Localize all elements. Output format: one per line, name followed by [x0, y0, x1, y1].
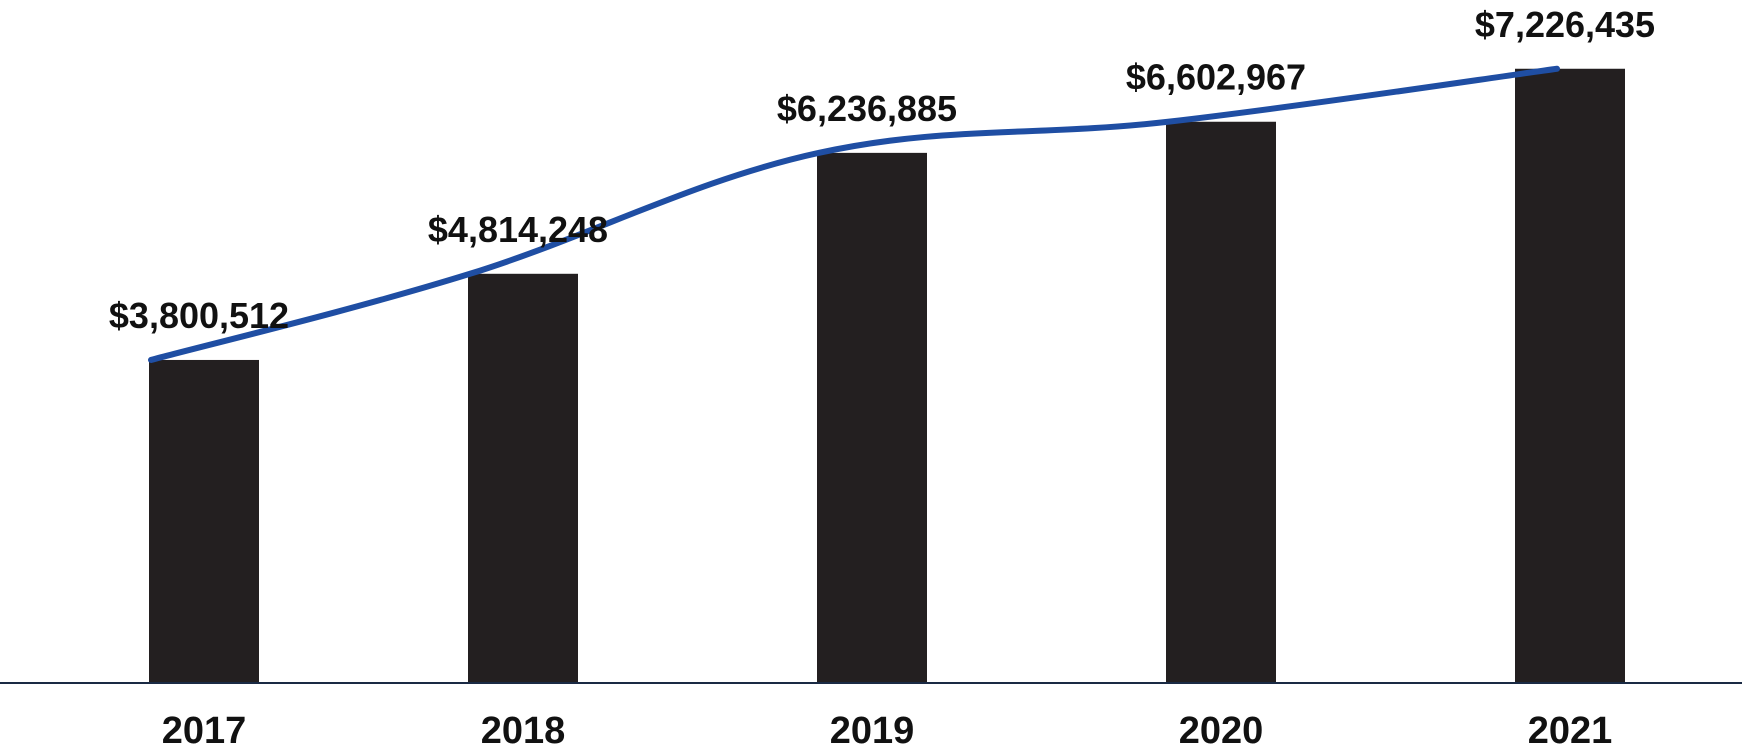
x-tick-label-2021: 2021	[1528, 710, 1613, 751]
trend-line	[148, 65, 1560, 363]
data-label-2019: $6,236,885	[777, 88, 957, 129]
x-tick-label-2020: 2020	[1179, 710, 1264, 751]
tick-labels-layer: 2017 2018 2019 2020 2021	[162, 710, 1613, 751]
data-label-2017: $3,800,512	[109, 295, 289, 336]
value-labels-layer: $3,800,512 $4,814,248 $6,236,885 $6,602,967…	[109, 4, 1655, 336]
x-tick-label-2018: 2018	[481, 710, 566, 751]
bar-2020	[1166, 121, 1276, 683]
bars-layer	[149, 68, 1625, 684]
bar-2017	[149, 359, 259, 683]
data-label-2020: $6,602,967	[1126, 57, 1306, 98]
bar-2019	[817, 152, 927, 684]
x-tick-label-2019: 2019	[830, 710, 915, 751]
data-label-2021: $7,226,435	[1475, 4, 1655, 45]
bar-2018	[468, 273, 578, 683]
bar-2021	[1515, 68, 1625, 683]
x-tick-label-2017: 2017	[162, 710, 247, 751]
data-label-2018: $4,814,248	[428, 209, 608, 250]
